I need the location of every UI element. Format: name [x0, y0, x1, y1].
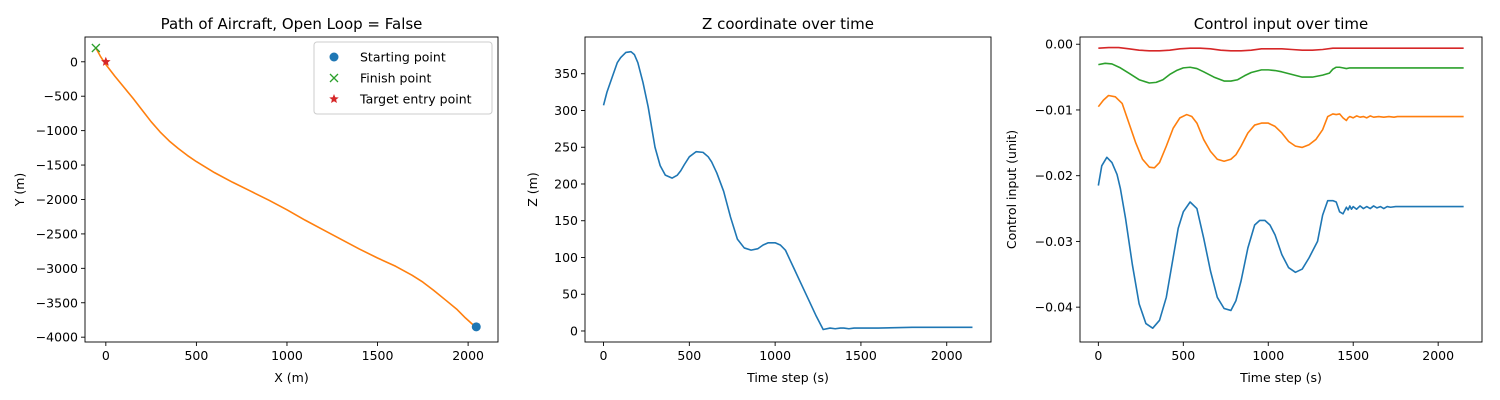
legend-label: Target entry point	[359, 92, 472, 107]
y-tick-label: 200	[554, 176, 578, 191]
y-tick-label: 350	[554, 66, 578, 81]
x-tick-label: 500	[184, 348, 208, 363]
y-tick-label: −1500	[36, 158, 78, 173]
y-tick-label: 0	[70, 54, 78, 69]
y-tick-label: 50	[562, 287, 578, 302]
y-tick-label: 300	[554, 103, 578, 118]
y-axis-label: Control input (unit)	[1004, 130, 1019, 249]
legend-marker-circle	[329, 52, 339, 62]
y-tick-label: 100	[554, 250, 578, 265]
y-tick-label: 150	[554, 213, 578, 228]
legend-marker-x	[329, 73, 339, 83]
axes-frame	[1079, 36, 1483, 343]
x-tick-label: 1500	[845, 348, 877, 363]
y-tick-label: −0.01	[1035, 102, 1073, 117]
x-axis-label: X (m)	[274, 370, 308, 385]
chart-title: Z coordinate over time	[702, 15, 874, 33]
y-tick-label: −3000	[36, 261, 78, 276]
x-tick-label: 1000	[1252, 348, 1284, 363]
x-tick-label: 1000	[271, 348, 303, 363]
y-tick-label: −500	[44, 89, 78, 104]
y-tick-label: 0	[570, 323, 578, 338]
x-tick-label: 500	[677, 348, 701, 363]
legend-box	[313, 41, 493, 115]
y-tick-label: 0.00	[1045, 37, 1073, 52]
series-line	[1097, 94, 1464, 169]
y-tick-label: −1000	[36, 123, 78, 138]
series-line	[1098, 62, 1464, 84]
series-line	[1097, 156, 1464, 329]
y-tick-label: −0.02	[1035, 168, 1073, 183]
marker-star	[101, 56, 111, 66]
x-tick-label: 500	[1171, 348, 1195, 363]
legend-label: Finish point	[360, 71, 432, 86]
marker-circle	[471, 322, 481, 332]
legend-marker-star	[329, 94, 339, 104]
y-tick-label: −2000	[36, 192, 78, 207]
legend: Starting point Finish point Target entry p…	[313, 41, 493, 115]
y-axis-label: Y (m)	[12, 173, 27, 208]
y-tick-label: −3500	[36, 295, 78, 310]
x-tick-label: 0	[1094, 348, 1102, 363]
chart-3: 0 500 1000 1500 2000 −0.04 −0.03 −0.02 −0.01 0.00…	[1004, 15, 1483, 385]
x-tick-label: 0	[102, 348, 110, 363]
legend-label: Starting point	[360, 50, 446, 65]
series-line	[602, 50, 973, 331]
x-tick-label: 2000	[931, 348, 963, 363]
y-tick-label: −4000	[36, 330, 78, 345]
y-tick-label: −0.04	[1035, 300, 1073, 315]
y-tick-label: −0.03	[1035, 234, 1073, 249]
x-tick-label: 1000	[759, 348, 791, 363]
y-tick-label: −2500	[36, 226, 78, 241]
x-axis-label: Time step (s)	[746, 370, 829, 385]
series-line	[1098, 46, 1464, 52]
chart-title: Control input over time	[1194, 15, 1368, 33]
x-axis-label: Time step (s)	[1239, 370, 1322, 385]
x-tick-label: 2000	[452, 348, 484, 363]
x-tick-label: 1500	[1337, 348, 1369, 363]
axes-frame	[84, 36, 499, 343]
y-tick-label: 250	[554, 140, 578, 155]
chart-1: 0 500 1000 1500 2000 −4000 −3500 −3000 −2500 −200…	[12, 15, 499, 385]
series-line	[95, 47, 476, 328]
x-tick-label: 2000	[1422, 348, 1454, 363]
axes-frame	[584, 36, 992, 343]
x-tick-label: 0	[600, 348, 608, 363]
chart-title: Path of Aircraft, Open Loop = False	[161, 15, 423, 33]
x-tick-label: 1500	[362, 348, 394, 363]
marker-x	[91, 43, 101, 53]
chart-2: 0 500 1000 1500 2000 0 50 100 150 200 250 300 350 Z c…	[525, 15, 992, 385]
y-axis-label: Z (m)	[525, 172, 540, 206]
